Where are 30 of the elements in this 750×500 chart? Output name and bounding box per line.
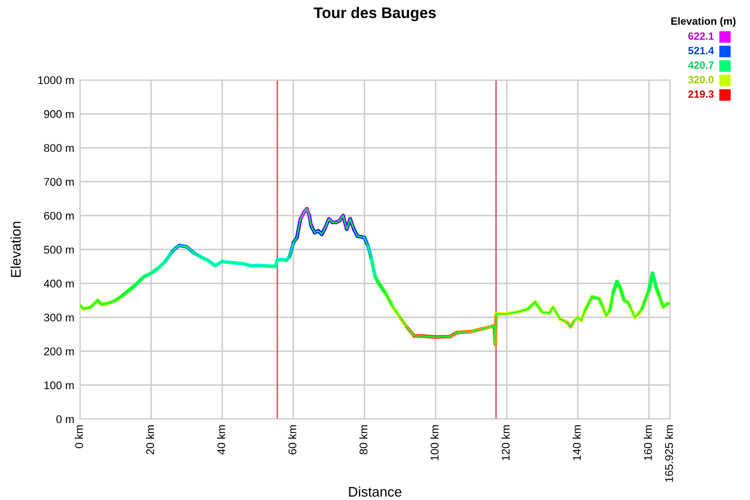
- y-axis-title: Elevation: [10, 222, 21, 277]
- y-tick-label: 400 m: [44, 280, 74, 288]
- color-bar-title: Elevation (m): [671, 17, 736, 27]
- y-tick-label: 300 m: [44, 314, 74, 322]
- color-bar-label: 320.0: [688, 76, 714, 84]
- x-tick-label: 160 km: [644, 425, 652, 460]
- y-tick-label: 900 m: [44, 110, 74, 118]
- y-tick-label: 700 m: [44, 178, 74, 186]
- y-tick-label: 1000 m: [38, 76, 74, 84]
- color-bar-label: 219.3: [688, 90, 714, 98]
- y-tick-label: 600 m: [44, 212, 74, 220]
- y-tick-label: 200 m: [44, 347, 74, 356]
- y-tick-label: 100 m: [44, 381, 74, 390]
- y-tick-label: 800 m: [44, 144, 74, 152]
- color-bar-label: 622.1: [688, 32, 714, 40]
- x-tick-label: 60 km: [288, 425, 296, 454]
- x-tick-label: 140 km: [572, 425, 581, 460]
- x-tick-label: 165.925 km: [664, 425, 673, 482]
- x-tick-label: 40 km: [217, 425, 226, 455]
- chart-title: Tour des Bauges: [314, 6, 436, 22]
- x-tick-label: 0 km: [74, 425, 83, 448]
- y-tick-label: 0 m: [56, 415, 74, 424]
- x-tick-label: 100 km: [430, 425, 439, 460]
- x-axis-title: Distance: [349, 486, 402, 497]
- color-bar-label: 521.4: [688, 46, 714, 54]
- x-tick-label: 20 km: [146, 425, 154, 454]
- color-bar-label: 420.7: [688, 61, 714, 69]
- x-tick-label: 80 km: [359, 425, 368, 454]
- x-tick-label: 120 km: [502, 425, 510, 460]
- y-tick-label: 500 m: [44, 246, 74, 254]
